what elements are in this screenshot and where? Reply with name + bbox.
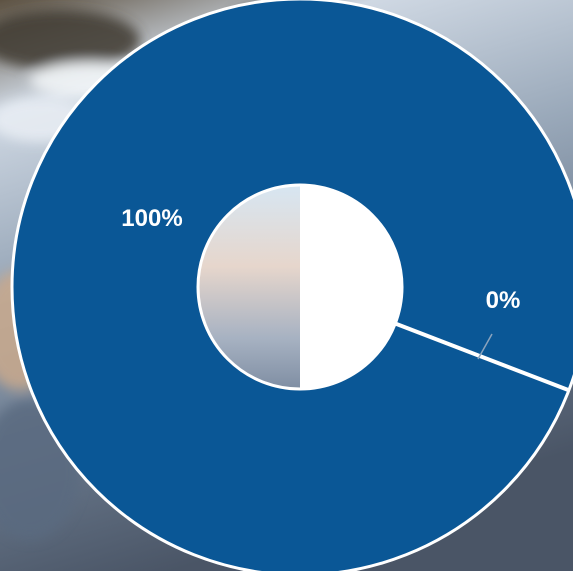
- slice-label-100: 100%: [121, 205, 182, 232]
- slice-label-0: 0%: [486, 287, 521, 314]
- donut-hole: [198, 185, 402, 389]
